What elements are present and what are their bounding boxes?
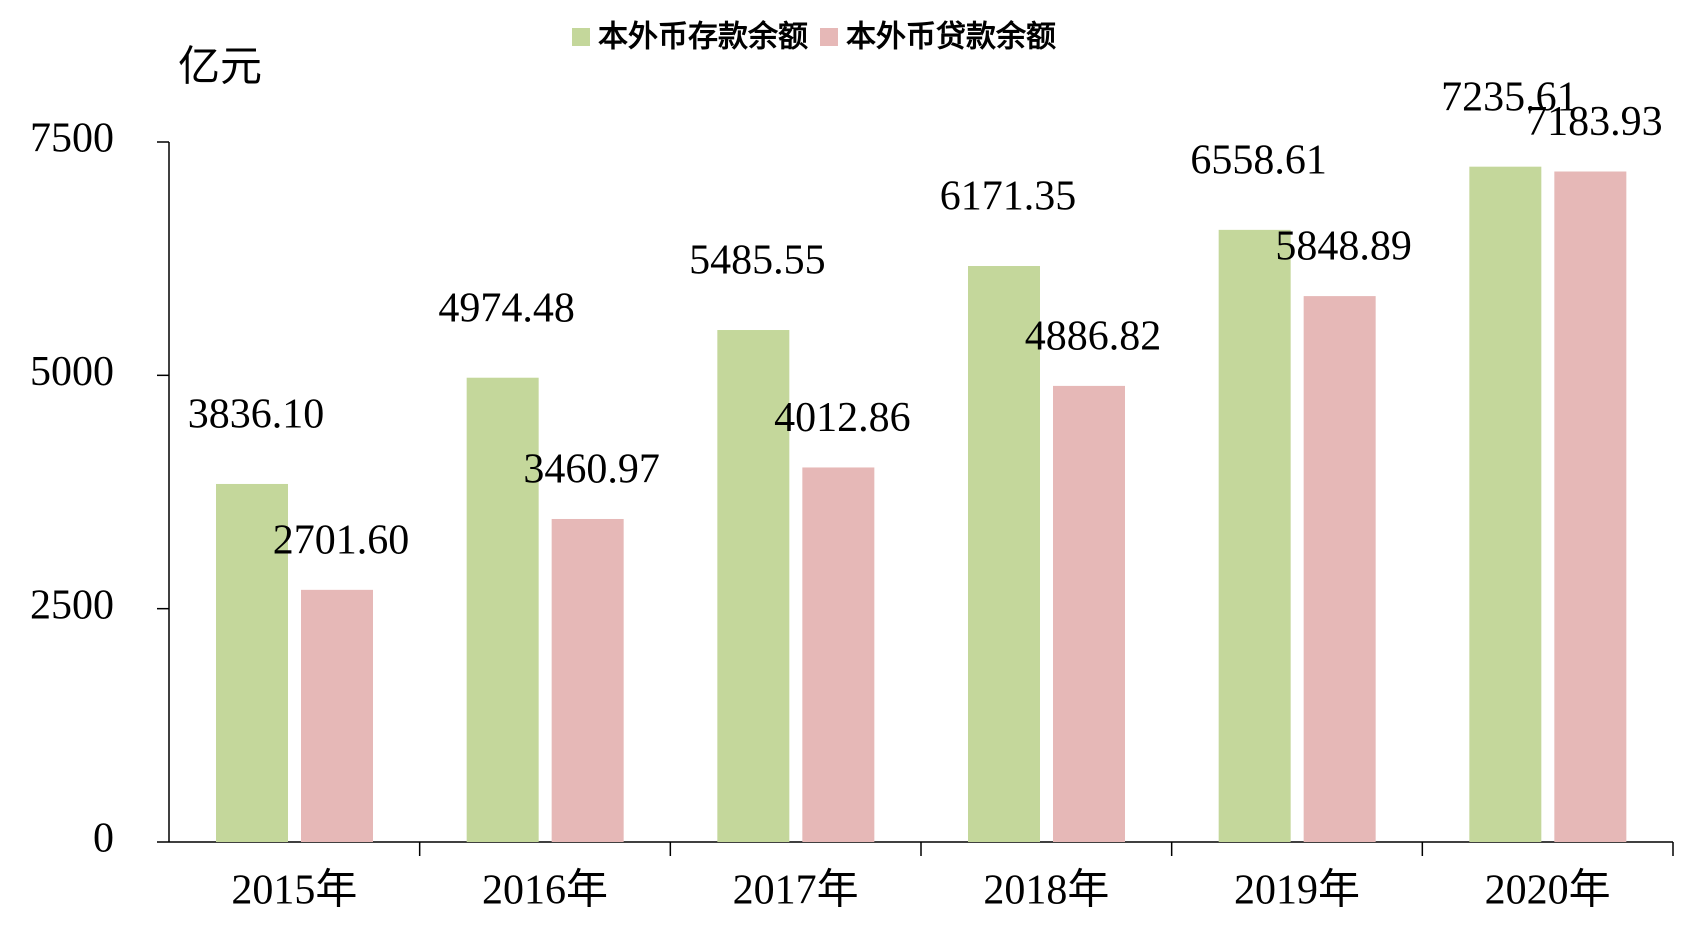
value-label: 7183.93 (1526, 99, 1663, 145)
bar (717, 330, 790, 842)
y-tick-label: 7500 (30, 116, 114, 162)
x-tick-label: 2019年 (1234, 867, 1360, 914)
bar (968, 266, 1040, 842)
value-label: 3836.10 (188, 392, 325, 438)
legend-swatch (572, 28, 590, 46)
bar (1554, 171, 1627, 842)
value-label: 6558.61 (1190, 138, 1327, 184)
bar (466, 377, 539, 842)
legend: 本外币存款余额 本外币贷款余额 (572, 20, 1056, 55)
bar (216, 483, 288, 842)
value-label: 4974.48 (438, 285, 575, 331)
value-label: 6171.35 (940, 174, 1077, 220)
y-tick-label: 0 (93, 816, 114, 862)
legend-label: 本外币存款余额 (598, 20, 808, 55)
x-tick-label: 2015年 (231, 867, 357, 914)
bar (1053, 385, 1125, 842)
x-tick-label: 2017年 (733, 867, 859, 914)
y-axis-label: 亿元 (178, 45, 262, 91)
legend-swatch (820, 28, 838, 46)
value-label: 5848.89 (1275, 224, 1412, 270)
bar (301, 589, 373, 842)
value-label: 7235.61 (1441, 74, 1578, 120)
x-tick-label: 2016年 (482, 867, 608, 914)
value-label: 2701.60 (273, 517, 410, 563)
bar (551, 518, 624, 842)
value-label: 5485.55 (689, 238, 826, 284)
value-label: 4012.86 (774, 395, 911, 441)
value-label: 4886.82 (1025, 314, 1162, 360)
y-tick-label: 2500 (30, 582, 114, 628)
x-tick-label: 2018年 (983, 867, 1109, 914)
bar (1469, 166, 1542, 843)
legend-label: 本外币贷款余额 (846, 20, 1056, 55)
bar (802, 467, 875, 842)
value-label: 3460.97 (523, 447, 660, 493)
x-tick-label: 2020年 (1485, 867, 1611, 914)
y-tick-label: 5000 (30, 349, 114, 395)
bar (1303, 296, 1376, 842)
bar (1218, 229, 1291, 843)
